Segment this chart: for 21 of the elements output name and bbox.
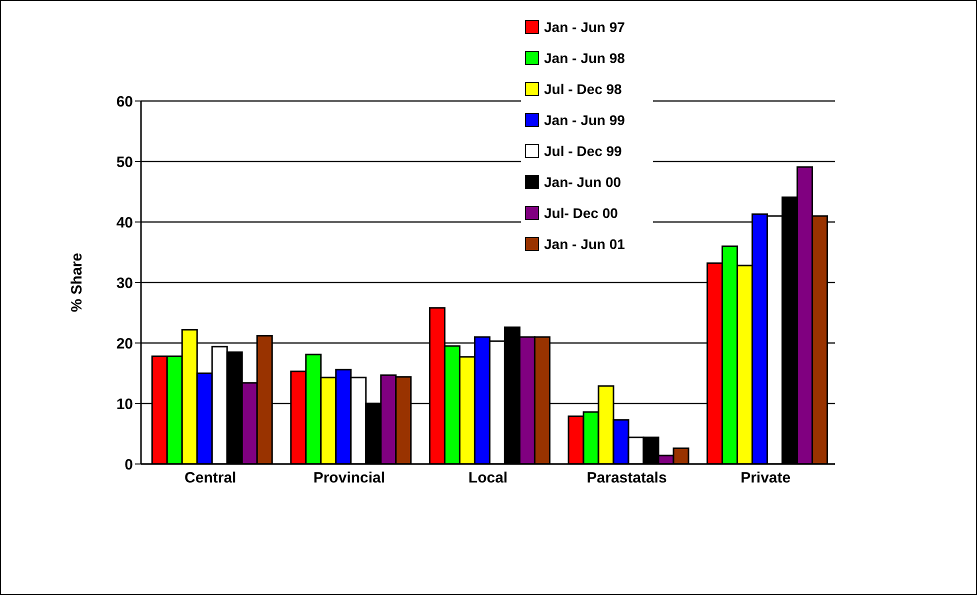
legend-label: Jan- Jun 00	[544, 174, 622, 190]
y-tick-label: 20	[116, 335, 133, 352]
y-tick-label: 40	[116, 214, 133, 232]
y-tick-label: 10	[116, 396, 133, 413]
legend-label: Jan - Jun 97	[544, 18, 625, 34]
y-tick-label: 50	[116, 154, 133, 171]
y-tick-label: 0	[124, 456, 133, 474]
x-tick-label: Private	[740, 470, 791, 487]
legend-label: Jan - Jun 98	[544, 50, 625, 66]
legend-label: Jan - Jun 99	[544, 112, 625, 128]
legend-label: Jul - Dec 98	[544, 80, 622, 96]
legend-label: Jul - Dec 99	[544, 142, 622, 158]
x-tick-label: Central	[184, 470, 236, 487]
legend-label: Jan - Jun 01	[544, 236, 625, 252]
y-tick-label: 60	[116, 93, 133, 110]
x-tick-label: Parastatals	[586, 470, 667, 487]
y-tick-label: 30	[116, 274, 133, 292]
x-tick-label: Local	[468, 470, 508, 487]
legend-label: Jul- Dec 00	[544, 204, 618, 220]
x-tick-label: Provincial	[313, 470, 386, 487]
y-axis-title: % Share	[68, 252, 86, 312]
